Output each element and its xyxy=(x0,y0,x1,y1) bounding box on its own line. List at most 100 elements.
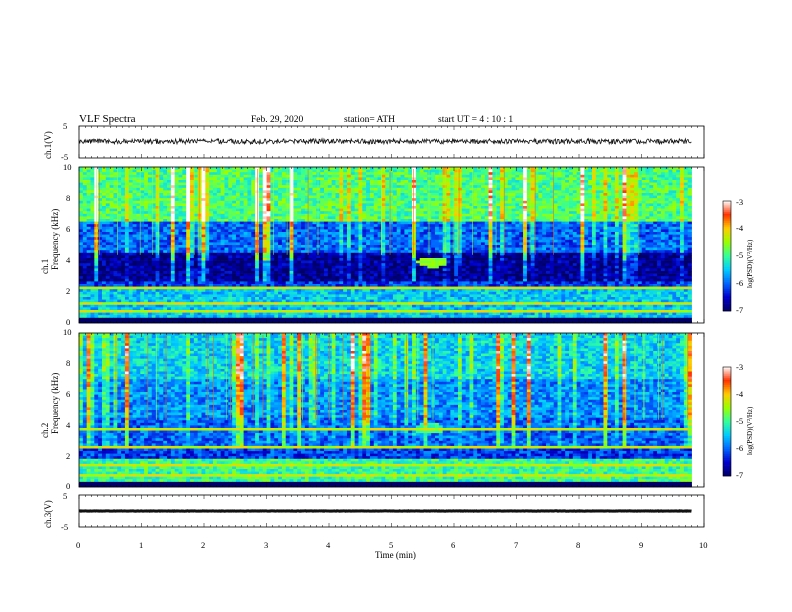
spectrogram-cell xyxy=(660,206,666,209)
spectrogram-cell xyxy=(561,180,566,183)
spectrogram-cell xyxy=(607,211,612,215)
spectrogram-cell xyxy=(599,172,604,176)
spectrogram-cell xyxy=(412,203,417,207)
spectrogram-cell xyxy=(86,195,91,199)
spectrogram-cell xyxy=(523,245,528,248)
spectrogram-cell xyxy=(358,219,363,222)
spectrogram-cell xyxy=(553,187,558,191)
spectrogram-cell xyxy=(316,211,321,215)
spectrogram-cell xyxy=(167,185,172,189)
spectrogram-cell xyxy=(346,242,352,246)
spectrogram-cell xyxy=(680,224,685,228)
spectrogram-cell xyxy=(320,200,325,204)
spectrogram-cell xyxy=(484,172,490,176)
spectrogram-cell xyxy=(358,242,363,246)
spectrogram-cell xyxy=(190,172,195,176)
spectrogram-cell xyxy=(281,200,287,204)
spectrogram-cell xyxy=(557,229,562,233)
spectrogram-cell xyxy=(193,208,199,212)
spectrogram-cell xyxy=(446,193,451,196)
spectrogram-cell xyxy=(477,226,482,230)
spectrogram-cell xyxy=(500,177,505,181)
spectrogram-cell xyxy=(197,226,202,230)
spectrogram-cell xyxy=(235,182,241,186)
spectrogram-cell xyxy=(124,190,130,194)
spectrogram-cell xyxy=(680,187,685,191)
spectrogram-cell xyxy=(637,216,643,220)
spectrogram-cell xyxy=(159,198,164,202)
spectrogram-cell xyxy=(496,224,501,228)
spectrogram-cell xyxy=(228,167,233,170)
spectrogram-cell xyxy=(362,213,367,217)
spectrogram-cell xyxy=(634,174,639,178)
spectrogram-cell xyxy=(178,167,183,170)
spectrogram-cell xyxy=(653,239,658,243)
spectrogram-cell xyxy=(565,239,570,243)
spectrogram-cell xyxy=(549,219,555,222)
spectrogram-cell xyxy=(251,229,256,233)
spectrogram-cell xyxy=(438,193,444,196)
spectrogram-cell xyxy=(140,187,145,191)
spectrogram-cell xyxy=(358,224,363,228)
spectrogram-cell xyxy=(274,185,279,189)
spectrogram-cell xyxy=(358,229,363,233)
spectrogram-cell xyxy=(419,180,424,183)
spectrogram-cell xyxy=(565,213,570,217)
spectrogram-cell xyxy=(316,245,321,248)
spectrogram-cell xyxy=(308,245,313,248)
spectrogram-cell xyxy=(197,195,202,199)
spectrogram-cell xyxy=(358,190,363,194)
spectrogram-cell xyxy=(668,193,673,196)
spectrogram-cell xyxy=(415,226,421,230)
spectrogram-cell xyxy=(614,211,620,215)
spectrogram-cell xyxy=(362,224,367,228)
spectrogram-cell xyxy=(607,185,612,189)
spectrogram-cell xyxy=(438,229,444,233)
spectrogram-cell xyxy=(396,169,401,173)
spectrogram-cell xyxy=(377,177,382,181)
spectrogram-cell xyxy=(611,221,616,225)
spectrogram-cell xyxy=(687,211,692,215)
spectrogram-cell xyxy=(201,237,206,241)
spectrogram-cell xyxy=(304,226,310,230)
spectrogram-cell xyxy=(159,224,164,228)
spectrogram-cell xyxy=(530,203,535,207)
spectrogram-cell xyxy=(526,224,532,228)
spectrogram-cell xyxy=(603,180,608,183)
spectrogram-cell xyxy=(637,190,643,194)
spectrogram-cell xyxy=(339,206,344,209)
spectrogram-cell xyxy=(193,213,199,217)
spectrogram-cell xyxy=(653,169,658,173)
spectrogram-cell xyxy=(461,242,467,246)
spectrogram-cell xyxy=(442,203,447,207)
spectrogram-cell xyxy=(128,239,133,243)
spectrogram-cell xyxy=(469,200,474,204)
spectrogram-cell xyxy=(304,234,310,238)
spectrogram-cell xyxy=(170,187,176,191)
spectrogram-cell xyxy=(101,177,107,181)
spectrogram-cell xyxy=(645,211,650,215)
spectrogram-cell xyxy=(128,193,133,196)
spectrogram-cell xyxy=(343,226,348,230)
spectrogram-cell xyxy=(377,193,382,196)
spectrogram-cell xyxy=(680,232,685,235)
spectrogram-cell xyxy=(630,219,635,222)
spectrogram-cell xyxy=(113,232,118,235)
spectrogram-cell xyxy=(304,172,310,176)
spectrogram-cell xyxy=(117,169,122,173)
spectrogram-cell xyxy=(82,195,88,199)
spectrogram-cell xyxy=(427,172,432,176)
spectrogram-cell xyxy=(549,172,555,176)
spectrogram-cell xyxy=(354,232,359,235)
spectrogram-cell xyxy=(511,172,516,176)
spectrogram-cell xyxy=(232,190,237,194)
spectrogram-cell xyxy=(304,239,310,243)
spectrogram-cell xyxy=(117,174,122,178)
spectrogram-cell xyxy=(167,219,172,222)
spectrogram-cell xyxy=(385,232,390,235)
spectrogram-cell xyxy=(469,193,474,196)
spectrogram-cell xyxy=(480,198,486,202)
spectrogram-cell xyxy=(561,245,566,248)
spectrogram-cell xyxy=(637,182,643,186)
spectrogram-cell xyxy=(362,200,367,204)
